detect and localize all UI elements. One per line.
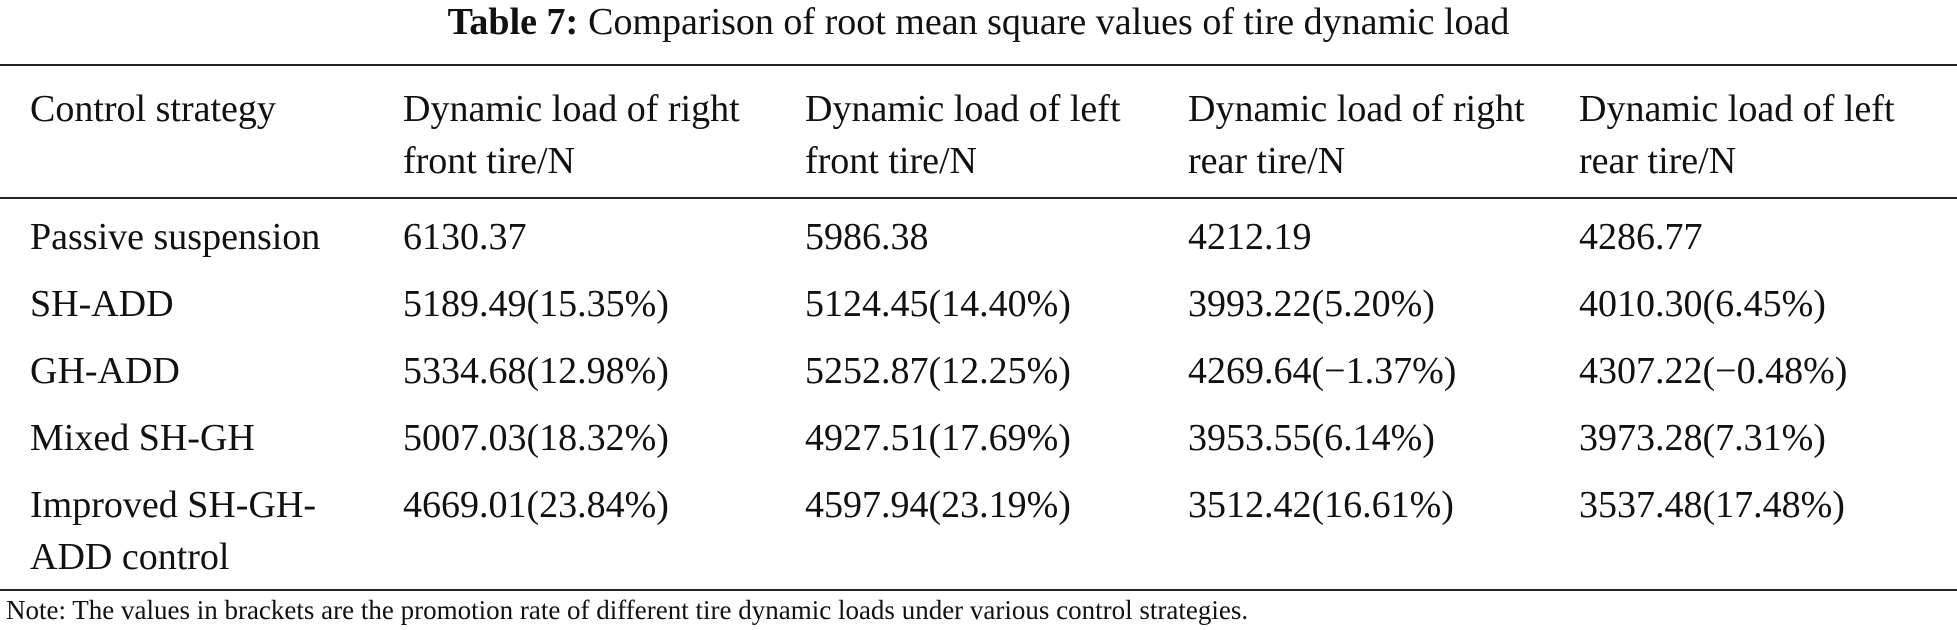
table-cell: 5334.68(12.98%) xyxy=(403,350,669,392)
table-cell: SH-ADD xyxy=(30,283,174,325)
table-cell: 4286.77 xyxy=(1579,216,1703,258)
table-cell: 4010.30(6.45%) xyxy=(1579,283,1826,325)
table-cell: 5252.87(12.25%) xyxy=(805,350,1071,392)
table-cell: Mixed SH-GH xyxy=(30,417,255,459)
table-row: Improved SH-GH-ADD control 4669.01(23.84%… xyxy=(0,471,1957,591)
table-cell: 4669.01(23.84%) xyxy=(373,471,775,591)
table-cell: 3973.28(7.31%) xyxy=(1579,417,1826,459)
table-cell: GH-ADD xyxy=(30,350,180,392)
table-row: GH-ADD 5334.68(12.98%) 5252.87(12.25%) 4269… xyxy=(0,337,1957,404)
table-cell: 4307.22(−0.48%) xyxy=(1579,350,1848,392)
table-body: Passive suspension 6130.37 5986.38 4212.19 4… xyxy=(0,198,1957,591)
table-row: SH-ADD 5189.49(15.35%) 5124.45(14.40%) 3993… xyxy=(0,270,1957,337)
header-cell: Dynamic load of left rear tire/N xyxy=(1549,64,1957,199)
table-cell: 3993.22(5.20%) xyxy=(1188,283,1435,325)
table-cell: 5189.49(15.35%) xyxy=(403,283,669,325)
table-cell: Passive suspension xyxy=(30,216,321,258)
header-row: Control strategy Dynamic load of right fr… xyxy=(0,64,1957,199)
table-cell: 5124.45(14.40%) xyxy=(805,283,1071,325)
table-cell: 5007.03(18.32%) xyxy=(403,417,669,459)
table-cell: 4927.51(17.69%) xyxy=(805,417,1071,459)
table: Control strategy Dynamic load of right fr… xyxy=(0,64,1957,591)
table-cell: 3512.42(16.61%) xyxy=(1158,471,1549,591)
table-cell: 6130.37 xyxy=(403,216,527,258)
caption-text: Comparison of root mean square values of… xyxy=(588,1,1510,43)
table-cell: 4212.19 xyxy=(1188,216,1312,258)
header-cell: Dynamic load of right rear tire/N xyxy=(1158,64,1549,199)
table-cell: 3537.48(17.48%) xyxy=(1549,471,1957,591)
table-row: Mixed SH-GH 5007.03(18.32%) 4927.51(17.69%… xyxy=(0,404,1957,471)
caption: Table 7: Comparison of root mean square v… xyxy=(0,0,1957,44)
table-cell: 4269.64(−1.37%) xyxy=(1188,350,1457,392)
table-cell: 4597.94(23.19%) xyxy=(775,471,1158,591)
header-cell: Control strategy xyxy=(0,64,373,199)
table-row: Passive suspension 6130.37 5986.38 4212.19 4… xyxy=(0,198,1957,270)
header-cell: Dynamic load of left front tire/N xyxy=(775,64,1158,199)
table-cell: 3953.55(6.14%) xyxy=(1188,417,1435,459)
note: Note: The values in brackets are the pro… xyxy=(6,595,1249,625)
caption-label: Table 7: xyxy=(447,1,579,43)
table-cell: 5986.38 xyxy=(805,216,929,258)
header-cell: Dynamic load of right front tire/N xyxy=(373,64,775,199)
table-cell: Improved SH-GH-ADD control xyxy=(0,471,373,591)
